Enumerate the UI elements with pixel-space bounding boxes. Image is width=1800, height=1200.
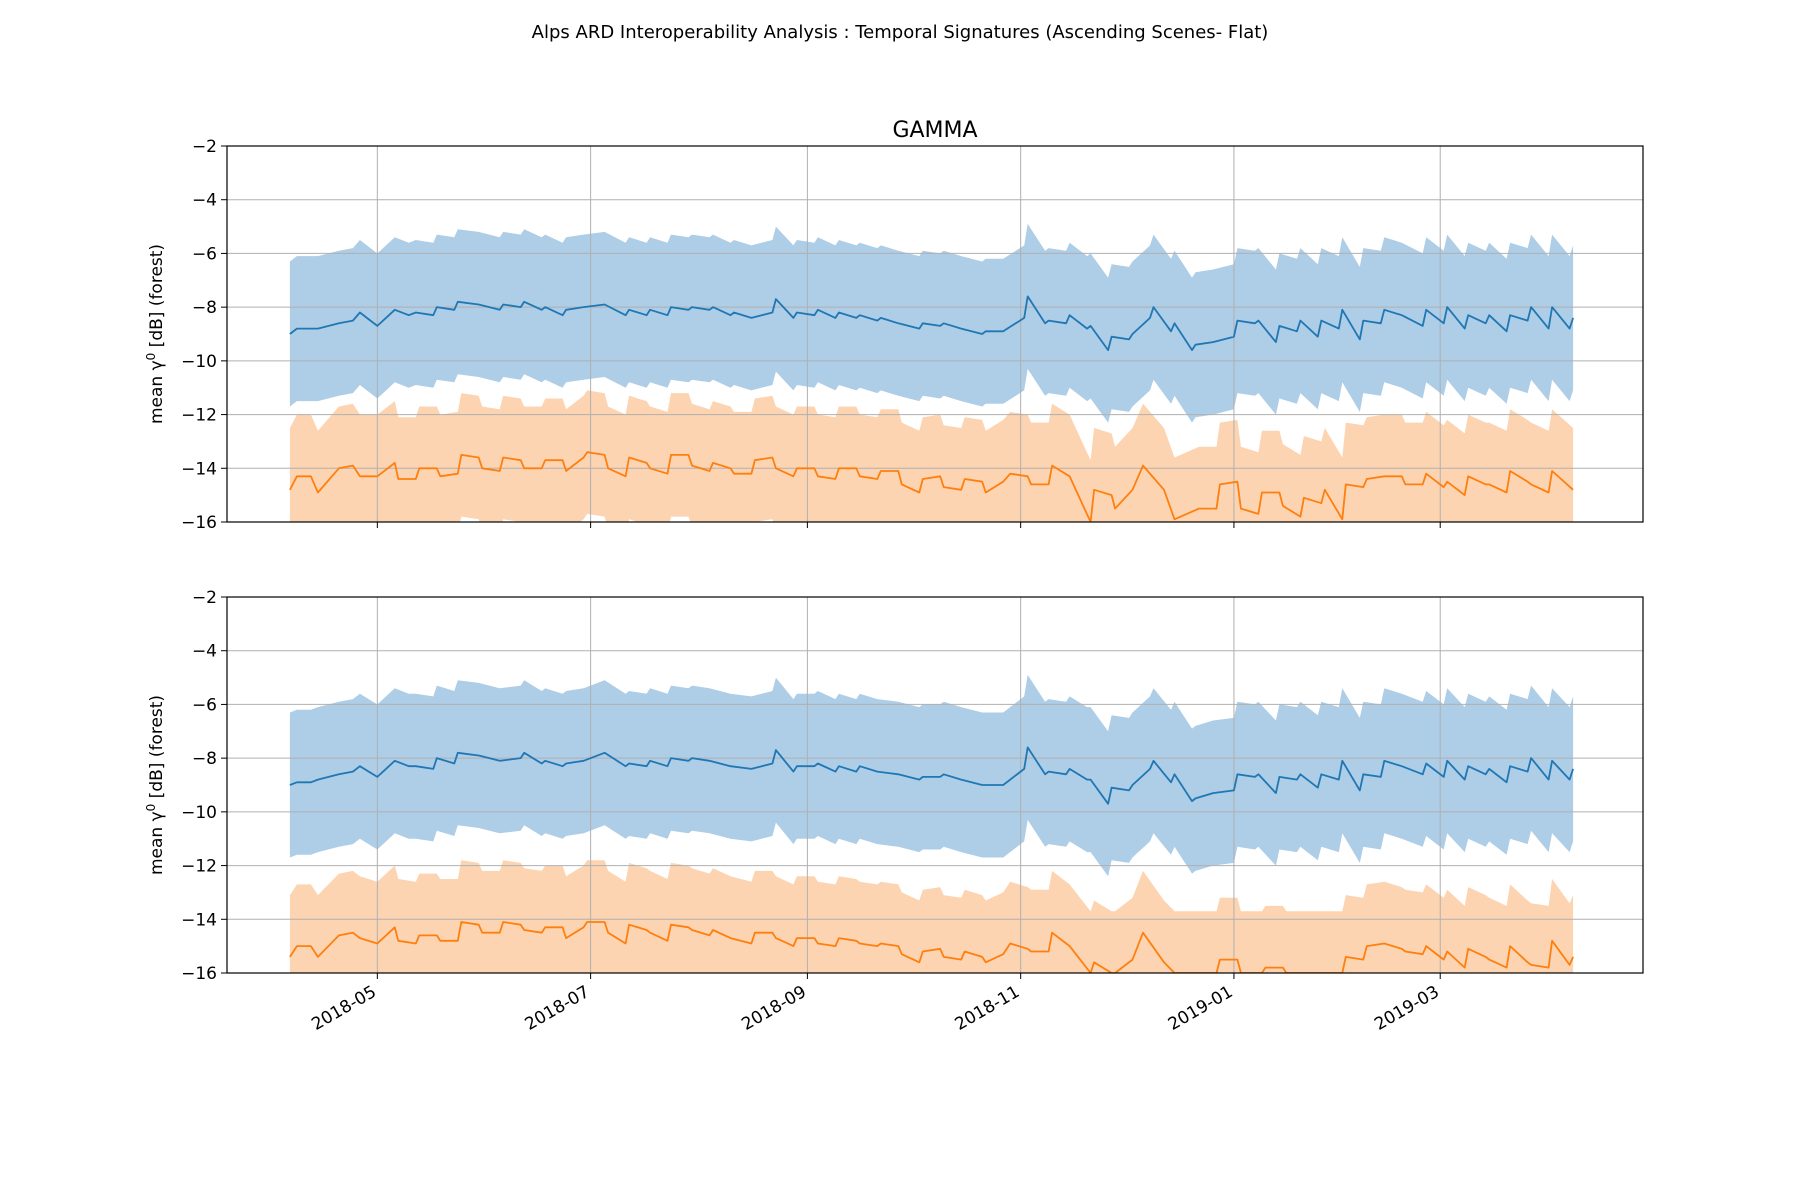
y-tick-label: −10 xyxy=(181,803,217,823)
y-tick-label: −12 xyxy=(181,857,217,877)
axes-frame xyxy=(226,145,1644,523)
plot-area xyxy=(227,146,1643,522)
plot-area xyxy=(227,597,1643,973)
y-tick-label: −14 xyxy=(181,910,217,930)
y-tick-label: −16 xyxy=(181,513,217,533)
series-line-orange xyxy=(289,451,1574,522)
series-line-orange xyxy=(289,921,1574,973)
y-tick-label: −16 xyxy=(181,964,217,984)
y-tick-label: −4 xyxy=(192,642,217,662)
y-tick-label: −4 xyxy=(192,191,217,211)
series-band-blue xyxy=(289,223,1574,423)
series-line-blue xyxy=(289,295,1574,352)
y-axis-label: mean γ0 [dB] (forest) xyxy=(144,695,167,875)
y-tick-label: −2 xyxy=(192,588,217,608)
y-tick-label: −8 xyxy=(192,298,217,318)
figure-suptitle: Alps ARD Interoperability Analysis : Tem… xyxy=(532,22,1269,43)
axes-frame xyxy=(226,596,1644,974)
y-tick-label: −2 xyxy=(192,137,217,157)
y-tick-label: −6 xyxy=(192,695,217,715)
series-band-blue xyxy=(289,674,1574,877)
y-axis-label: mean γ0 [dB] (forest) xyxy=(144,244,167,424)
y-tick-label: −14 xyxy=(181,459,217,479)
chart-title: GAMMA xyxy=(892,118,977,143)
series-band-orange xyxy=(289,860,1574,973)
y-tick-label: −12 xyxy=(181,406,217,426)
chart-panel-top: −2 −4 −6 −8 −10 −12 −14 −16 mean γ0 [dB] (forest… xyxy=(144,118,1644,533)
y-tick-label: −10 xyxy=(181,352,217,372)
series-line-blue xyxy=(289,746,1574,805)
series-band-orange xyxy=(289,390,1574,522)
y-tick-label: −8 xyxy=(192,749,217,769)
y-tick-label: −6 xyxy=(192,244,217,264)
